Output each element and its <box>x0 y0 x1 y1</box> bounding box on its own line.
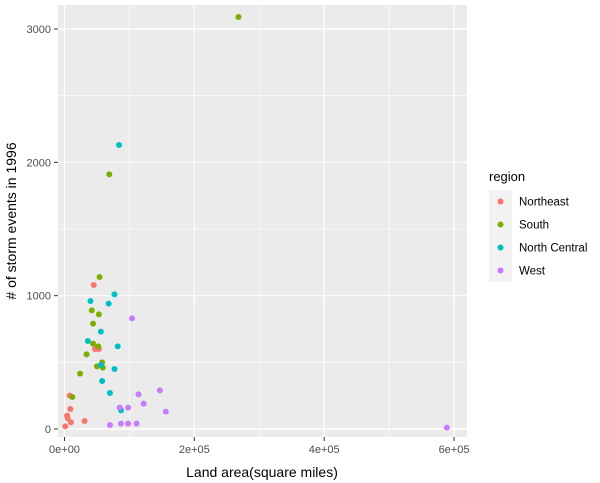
point-northeast <box>81 418 88 424</box>
point-south <box>90 320 97 327</box>
point-north-central <box>111 366 118 372</box>
y-tick-label: 3000 <box>27 24 51 36</box>
point-south <box>106 171 113 178</box>
x-tick-label: 4e+05 <box>309 444 340 456</box>
x-axis-ticks: 0e+00 2e+05 4e+05 6e+05 <box>49 437 469 456</box>
point-west <box>117 420 124 427</box>
point-north-central <box>111 291 118 298</box>
minor-gridlines <box>58 5 467 437</box>
y-axis-title: # of storm events in 1996 <box>3 142 19 299</box>
point-south <box>90 340 97 347</box>
point-west <box>129 315 136 322</box>
point-north-central <box>97 328 104 335</box>
point-west <box>162 408 169 415</box>
plot-panel <box>58 5 467 437</box>
legend-label-north-central: North Central <box>519 243 587 255</box>
legend-swatch-west <box>497 267 504 274</box>
point-south <box>95 343 102 350</box>
point-northeast <box>64 415 71 422</box>
x-axis-title: Land area(square miles) <box>186 464 338 480</box>
point-north-central <box>87 298 94 304</box>
point-west <box>443 424 450 431</box>
legend-label-northeast: Northeast <box>519 197 570 209</box>
point-north-central <box>116 142 123 148</box>
x-tick-label: 0e+00 <box>49 444 80 456</box>
point-north-central <box>97 362 104 368</box>
point-west <box>133 420 140 427</box>
y-tick-label: 0 <box>45 424 51 436</box>
point-north-central <box>106 390 113 396</box>
point-south <box>77 370 84 377</box>
point-northeast <box>62 423 69 430</box>
point-south <box>235 14 242 20</box>
data-points <box>62 14 450 431</box>
point-north-central <box>84 338 91 344</box>
legend-swatch-north-central <box>497 244 504 251</box>
x-tick-label: 6e+05 <box>439 444 470 456</box>
point-west <box>156 387 163 394</box>
legend-swatch-south <box>497 221 504 228</box>
point-south <box>83 351 90 358</box>
legend: region Northeast South North Central West <box>489 169 587 282</box>
y-tick-label: 1000 <box>27 291 51 303</box>
y-axis-ticks: 0 1000 2000 3000 <box>27 24 58 436</box>
y-tick-label: 2000 <box>27 157 51 169</box>
point-north-central <box>99 378 106 384</box>
point-west <box>106 422 113 428</box>
point-northeast <box>67 406 74 412</box>
point-west <box>125 404 132 411</box>
legend-label-west: West <box>519 266 546 278</box>
point-west <box>135 391 142 398</box>
point-northeast <box>90 282 97 288</box>
x-tick-label: 2e+05 <box>179 444 210 456</box>
major-gridlines <box>58 5 467 437</box>
legend-swatch-northeast <box>497 198 504 205</box>
point-north-central <box>114 343 121 350</box>
point-west <box>125 420 132 427</box>
point-west <box>140 400 147 407</box>
legend-label-south: South <box>519 220 549 232</box>
legend-title: region <box>489 169 525 184</box>
point-south <box>88 307 95 314</box>
point-south <box>69 394 76 400</box>
point-south <box>95 311 102 318</box>
point-north-central <box>105 300 112 307</box>
point-northeast <box>67 419 74 426</box>
point-south <box>96 274 103 280</box>
point-west <box>116 404 123 411</box>
